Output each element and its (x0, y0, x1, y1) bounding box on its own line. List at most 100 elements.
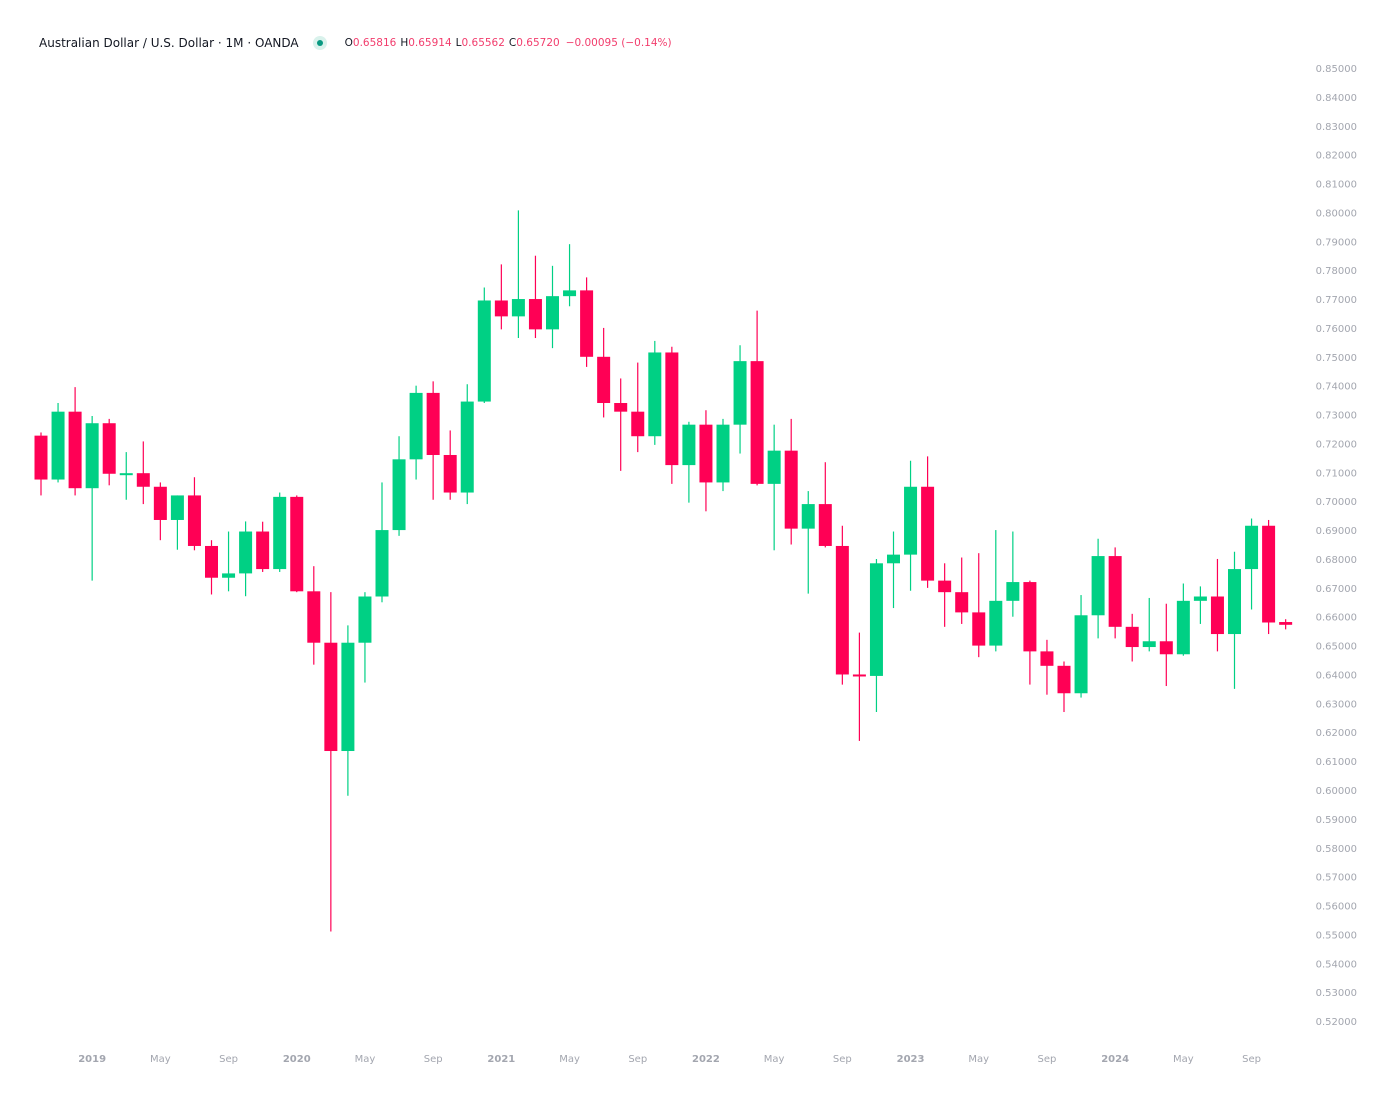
y-tick-label: 0.78000 (1316, 266, 1357, 277)
candle-2023-02[interactable] (921, 456, 935, 588)
candle-body (852, 674, 866, 677)
candle-2023-06[interactable] (989, 530, 1003, 652)
candle-2022-02[interactable] (716, 418, 730, 492)
candle-2021-01[interactable] (494, 264, 508, 330)
candle-2020-05[interactable] (358, 592, 372, 683)
candle-body (307, 591, 321, 643)
candle-2023-07[interactable] (1006, 531, 1020, 617)
candle-2023-11[interactable] (1074, 595, 1088, 698)
candle-2022-12[interactable] (887, 531, 900, 609)
candle-2020-10[interactable] (443, 430, 457, 500)
candle-2021-03[interactable] (528, 255, 542, 339)
candle-2024-10[interactable] (1262, 519, 1276, 635)
candle-2022-07[interactable] (801, 491, 815, 594)
market-status-icon[interactable] (312, 36, 327, 50)
candle-2023-12[interactable] (1091, 538, 1105, 639)
candle-2019-05[interactable] (153, 482, 167, 541)
candle-2020-08[interactable] (409, 385, 423, 480)
candle-2022-09[interactable] (835, 525, 849, 685)
open-value: 0.65816 (352, 37, 397, 49)
candle-body (682, 424, 696, 466)
candle-2018-10[interactable] (34, 432, 48, 496)
candle-2022-03[interactable] (733, 345, 747, 454)
candle-2023-08[interactable] (1023, 580, 1037, 685)
candle-body (170, 495, 184, 520)
candle-2023-05[interactable] (972, 553, 986, 658)
candle-2023-03[interactable] (938, 563, 952, 627)
candle-2020-06[interactable] (375, 482, 389, 603)
y-tick-label: 0.71000 (1316, 468, 1357, 479)
candle-2020-02[interactable] (307, 566, 321, 665)
candle-2018-12[interactable] (68, 387, 82, 496)
candle-2019-02[interactable] (102, 418, 116, 486)
candle-body (426, 392, 440, 455)
candle-2019-12[interactable] (273, 492, 287, 572)
y-tick-label: 0.60000 (1316, 786, 1357, 797)
candle-2022-06[interactable] (784, 418, 798, 545)
candle-2020-07[interactable] (392, 436, 406, 536)
candle-2020-01[interactable] (290, 495, 304, 593)
candle-2024-05[interactable] (1176, 583, 1190, 656)
price-axis[interactable]: 0.85000 0.84000 0.83000 0.82000 0.81000 0.800… (1316, 64, 1357, 1028)
candle-2023-09[interactable] (1040, 639, 1054, 695)
symbol-title[interactable]: Australian Dollar / U.S. Dollar · 1M · O… (39, 36, 299, 50)
candle-2022-01[interactable] (699, 410, 713, 512)
candle-2024-03[interactable] (1142, 597, 1156, 652)
candle-2024-08[interactable] (1228, 551, 1241, 689)
candle-2019-06[interactable] (170, 495, 184, 550)
candle-2020-11[interactable] (460, 384, 474, 505)
candle-2019-10[interactable] (239, 521, 253, 597)
candle-body (187, 495, 201, 546)
x-tick-label: Sep (1242, 1054, 1261, 1065)
candle-2022-11[interactable] (869, 558, 883, 713)
candle-2021-04[interactable] (546, 265, 559, 349)
candle-2021-12[interactable] (682, 421, 696, 503)
candle-2024-11[interactable] (1279, 619, 1293, 630)
candle-2019-03[interactable] (119, 452, 133, 500)
candle-2024-09[interactable] (1245, 518, 1259, 610)
candle-body (972, 612, 986, 646)
y-tick-label: 0.84000 (1316, 93, 1357, 104)
candle-2019-08[interactable] (205, 540, 218, 595)
candle-2024-04[interactable] (1159, 603, 1173, 687)
candle-2022-04[interactable] (750, 310, 764, 486)
candle-2021-06[interactable] (580, 277, 594, 367)
candle-2019-09[interactable] (222, 531, 236, 592)
candle-2022-05[interactable] (767, 424, 781, 551)
candle-2023-04[interactable] (955, 557, 969, 624)
candle-2019-11[interactable] (256, 521, 270, 572)
candle-2024-07[interactable] (1210, 558, 1224, 652)
candle-2023-10[interactable] (1057, 661, 1071, 713)
candle-2022-08[interactable] (818, 462, 832, 548)
candle-2024-01[interactable] (1108, 547, 1122, 639)
candle-2019-01[interactable] (85, 416, 99, 581)
candle-2021-02[interactable] (511, 210, 525, 339)
candle-body (1091, 556, 1105, 616)
candle-2019-07[interactable] (187, 477, 201, 551)
candle-2020-09[interactable] (426, 381, 440, 500)
candle-2021-10[interactable] (648, 340, 662, 445)
time-axis[interactable]: 2019 May Sep 2020 May Sep 2021 May Sep 2022 May Sep… (78, 1054, 1261, 1065)
candle-2020-03[interactable] (324, 592, 338, 932)
candle-2018-11[interactable] (51, 403, 65, 483)
candle-2021-05[interactable] (563, 244, 577, 307)
candle-2021-08[interactable] (614, 378, 628, 471)
candle-2022-10[interactable] (852, 632, 866, 741)
candle-body (222, 573, 236, 578)
y-tick-label: 0.81000 (1316, 180, 1357, 191)
candle-body (1279, 622, 1293, 625)
y-tick-label: 0.52000 (1316, 1017, 1357, 1028)
candle-2021-11[interactable] (665, 346, 679, 484)
y-tick-label: 0.61000 (1316, 757, 1357, 768)
candle-2024-02[interactable] (1125, 613, 1139, 662)
candle-2024-06[interactable] (1193, 586, 1207, 624)
candle-2020-04[interactable] (341, 625, 355, 796)
candle-2021-07[interactable] (597, 327, 611, 418)
x-tick-label: Sep (1038, 1054, 1057, 1065)
candle-2021-09[interactable] (631, 362, 645, 453)
candle-2019-04[interactable] (136, 441, 150, 505)
candle-2023-01[interactable] (904, 460, 918, 591)
x-tick-label: May (764, 1054, 785, 1065)
candle-2020-12[interactable] (477, 287, 491, 404)
